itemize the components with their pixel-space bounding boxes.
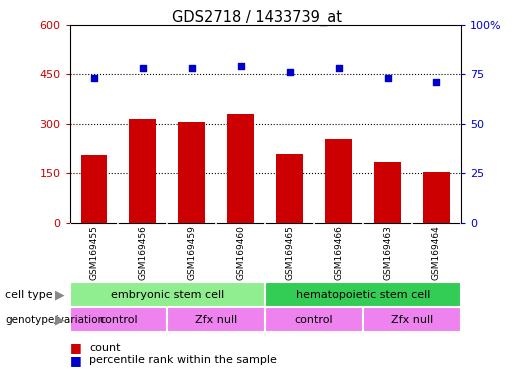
Bar [227,114,254,223]
Text: GSM169459: GSM169459 [187,225,196,280]
Bar [129,119,157,223]
Point [236,63,245,70]
Bar [265,307,363,332]
Point [90,75,98,81]
Text: ▶: ▶ [55,288,64,301]
Text: cell type: cell type [5,290,53,300]
Text: ■: ■ [70,341,81,354]
Text: GSM169464: GSM169464 [432,225,441,280]
Text: GSM169455: GSM169455 [90,225,98,280]
Point [187,65,196,71]
Bar [167,307,265,332]
Bar [70,307,167,332]
Text: control: control [295,314,334,325]
Text: ■: ■ [70,354,81,367]
Point [139,65,147,71]
Bar [374,162,401,223]
Text: GSM169456: GSM169456 [139,225,147,280]
Text: GSM169460: GSM169460 [236,225,245,280]
Point [432,79,440,85]
Bar [363,307,461,332]
Text: ▶: ▶ [55,313,64,326]
Bar [178,122,205,223]
Text: Zfx null: Zfx null [195,314,237,325]
Text: count: count [89,343,121,353]
Text: GDS2718 / 1433739_at: GDS2718 / 1433739_at [173,10,342,26]
Point [383,75,391,81]
Bar [70,282,265,307]
Text: genotype/variation: genotype/variation [5,314,104,325]
Bar [423,172,450,223]
Text: GSM169466: GSM169466 [334,225,343,280]
Text: embryonic stem cell: embryonic stem cell [111,290,224,300]
Text: GSM169465: GSM169465 [285,225,294,280]
Text: Zfx null: Zfx null [391,314,433,325]
Text: GSM169463: GSM169463 [383,225,392,280]
Bar [265,282,461,307]
Bar [325,139,352,223]
Text: hematopoietic stem cell: hematopoietic stem cell [296,290,430,300]
Text: control: control [99,314,138,325]
Point [335,65,343,71]
Bar [80,155,108,223]
Bar [276,154,303,223]
Point [285,70,294,76]
Text: percentile rank within the sample: percentile rank within the sample [89,355,277,365]
